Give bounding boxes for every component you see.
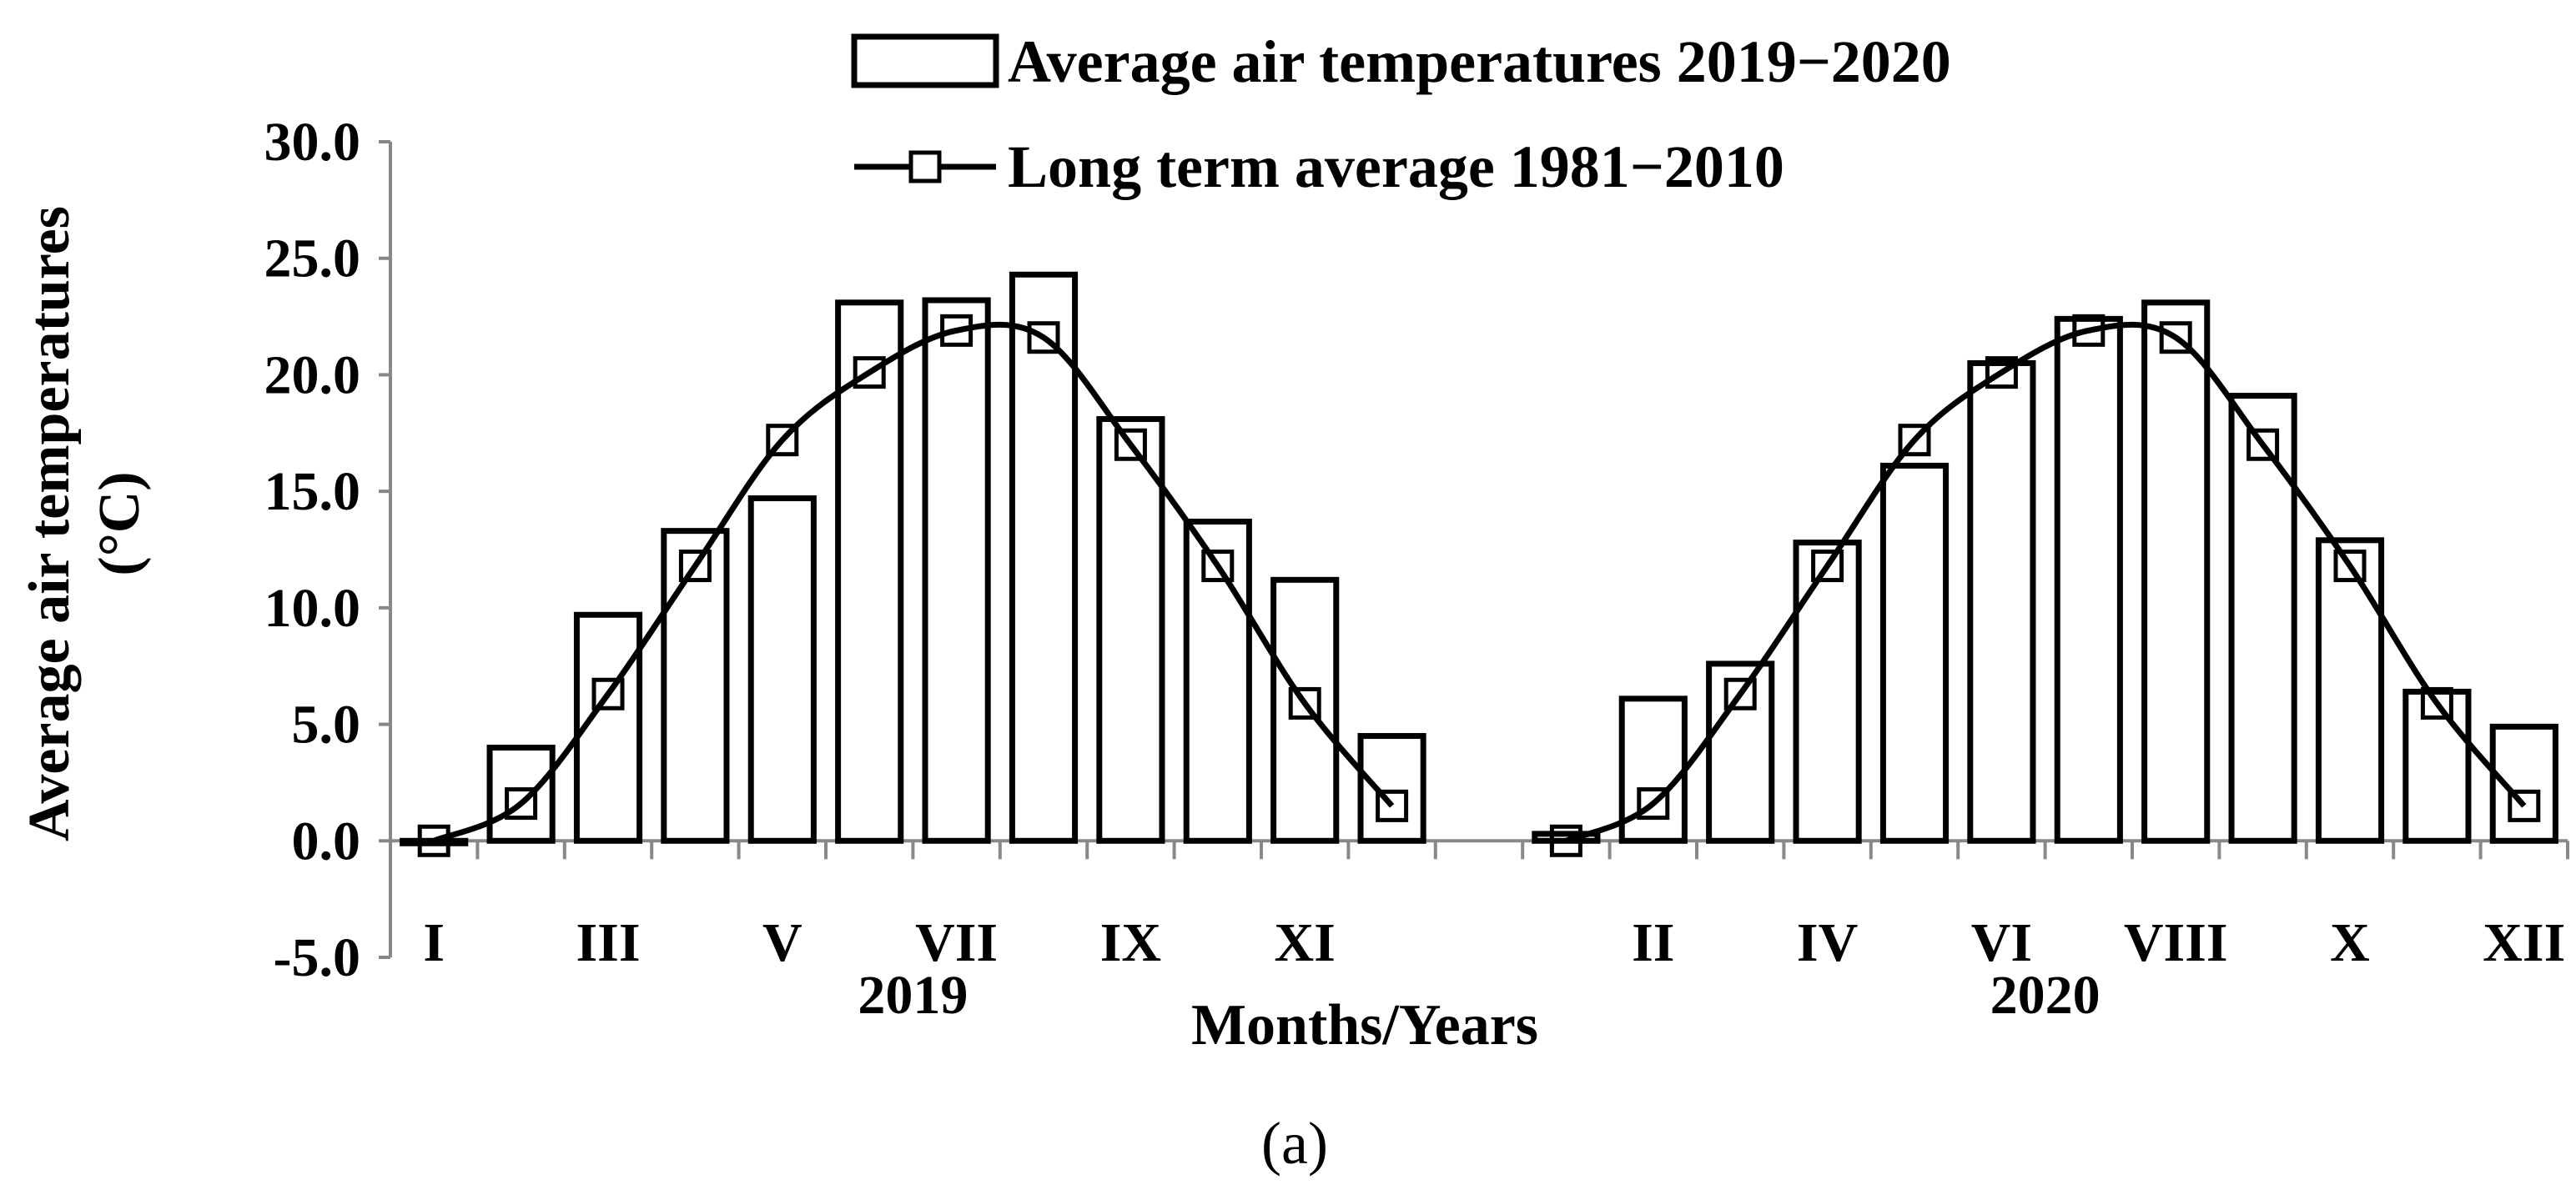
y-tick-label: 5.0 [292, 695, 361, 756]
long-term-marker [1898, 424, 1931, 457]
x-tick-label: VI [1971, 912, 2032, 973]
bar [661, 528, 730, 844]
x-tick-label: XI [1275, 912, 1336, 973]
bar [1270, 576, 1340, 844]
bar [1357, 733, 1426, 844]
x-tick-label: V [762, 912, 802, 973]
y-tick-label: 20.0 [264, 344, 361, 405]
bar [1967, 359, 2036, 844]
year-label: 2020 [1990, 965, 2101, 1026]
legend-bar-swatch [851, 33, 999, 88]
y-axis-ticks: -5.0 0.0 5.0 10.0 15.0 20.0 25.0 30.0 [264, 112, 390, 988]
x-tick-label: III [576, 912, 640, 973]
x-tick-label: VIII [2124, 912, 2228, 973]
bar [2402, 688, 2472, 844]
long-term-marker [2159, 321, 2192, 354]
y-tick-label: 0.0 [292, 811, 361, 871]
bar [1009, 271, 1079, 844]
y-tick-label: 30.0 [264, 112, 361, 173]
x-tick-label: XII [2483, 912, 2565, 973]
long-term-marker [1723, 677, 1757, 710]
x-tick-label: X [2330, 912, 2370, 973]
long-term-marker [1201, 550, 1235, 583]
long-term-marker [591, 677, 625, 710]
x-axis-title: Months/Years [1191, 993, 1538, 1057]
long-term-marker [1288, 686, 1321, 720]
x-tick-label: II [1632, 912, 1674, 973]
bar [1879, 462, 1950, 844]
bar [1183, 518, 1252, 844]
long-term-marker [2508, 789, 2541, 822]
y-tick-label: 15.0 [264, 461, 361, 522]
long-term-marker [766, 424, 799, 457]
y-axis-title-line1: Average air temperatures [18, 206, 82, 841]
long-term-marker [2333, 550, 2367, 583]
long-term-marker [2420, 686, 2453, 720]
long-term-marker [678, 550, 712, 583]
legend: Average air temperatures 2019−2020 Long t… [851, 28, 1951, 200]
bar [2228, 393, 2297, 844]
long-term-marker [1376, 789, 1409, 822]
x-tick-label: IV [1797, 912, 1858, 973]
panel-label: (a) [1261, 1110, 1328, 1177]
bar [400, 837, 469, 846]
long-term-marker [505, 787, 538, 821]
bar [1096, 416, 1165, 844]
long-term-marker [940, 314, 974, 347]
bar [2315, 537, 2385, 844]
bar [2141, 299, 2211, 844]
long-term-line [432, 321, 1395, 844]
y-axis-title-line2: (°C) [88, 471, 152, 575]
bar [922, 297, 991, 844]
legend-line-label: Long term average 1981−2010 [1008, 133, 1784, 200]
long-term-line [1565, 321, 2527, 844]
x-tick-label: I [423, 912, 445, 973]
long-term-marker [1637, 787, 1670, 821]
year-label: 2019 [858, 965, 968, 1026]
bar [486, 745, 556, 844]
long-term-marker [1027, 321, 1060, 354]
long-term-marker [2072, 314, 2106, 347]
y-tick-label: -5.0 [274, 927, 360, 988]
legend-bar-label: Average air temperatures 2019−2020 [1008, 28, 1951, 95]
long-term-marker [417, 824, 450, 857]
long-term-marker [1114, 428, 1147, 461]
y-tick-label: 10.0 [264, 578, 361, 639]
bar-series [400, 271, 2558, 846]
x-tick-label: IX [1100, 912, 1161, 973]
x-tick-label: VII [915, 912, 998, 973]
long-term-marker [1549, 824, 1582, 857]
bar [1793, 540, 1862, 844]
x-axis-ticks: I III V VII IX XI II IV VI VIII X XII [423, 912, 2565, 973]
legend-line-marker [908, 150, 942, 183]
long-term-marker [2246, 428, 2280, 461]
long-term-marker [1985, 356, 2018, 389]
bar [747, 495, 817, 844]
bar [2054, 315, 2123, 844]
long-term-marker [853, 356, 886, 389]
y-tick-label: 25.0 [264, 228, 361, 289]
bar [835, 299, 904, 844]
long-term-marker [1811, 550, 1844, 583]
y-axis-title: Average air temperatures (°C) [18, 206, 152, 841]
year-labels: 2019 2020 [858, 965, 2100, 1026]
line-series [417, 314, 2541, 857]
